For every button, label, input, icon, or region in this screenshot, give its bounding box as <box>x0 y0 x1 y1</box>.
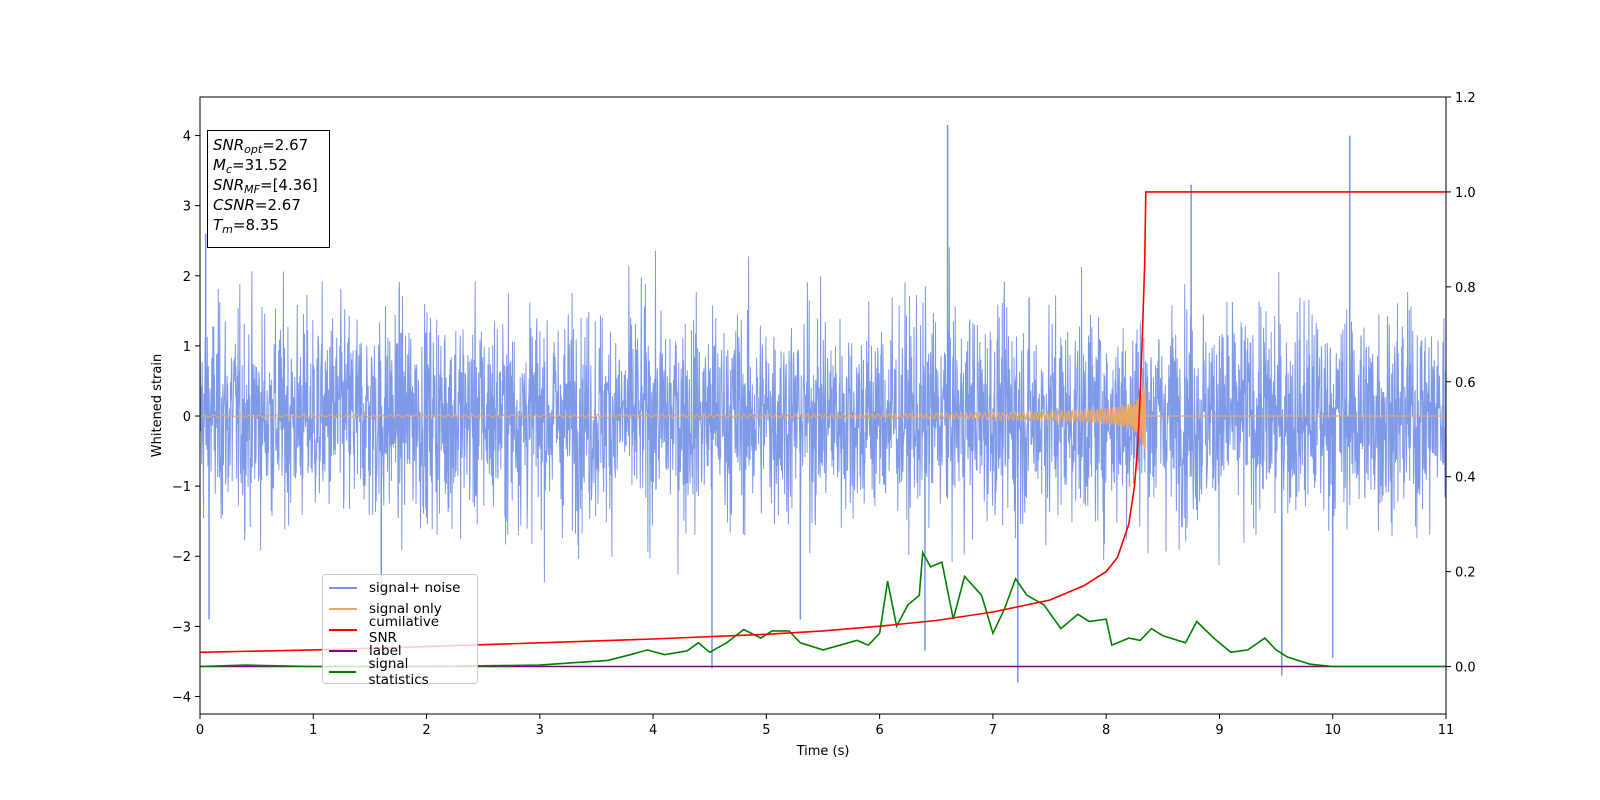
snr-opt-annotation: SNRopt=2.67 <box>213 135 324 155</box>
snr-opt-symbol: SNR <box>213 136 245 154</box>
y2-tick-label: 0.8 <box>1455 281 1476 296</box>
x-tick-label: 4 <box>649 723 657 738</box>
y2-tick-label: 0.2 <box>1455 566 1476 581</box>
x-tick-label: 2 <box>422 723 430 738</box>
mc-symbol: M <box>213 156 226 174</box>
signal-noise-series <box>199 125 1447 683</box>
mc-subscript: c <box>225 163 233 176</box>
y-tick-label: −1 <box>172 480 191 495</box>
tm-symbol: T <box>213 216 223 234</box>
y-axis-label: Whitened strain <box>150 354 165 457</box>
legend-label-signal-only: signal only <box>369 600 442 617</box>
x-tick-label: 8 <box>1102 723 1110 738</box>
y2-tick-label: 0.0 <box>1455 661 1476 676</box>
x-tick-label: 10 <box>1324 723 1341 738</box>
y-tick-label: 3 <box>183 200 191 215</box>
y2-tick-label: 0.4 <box>1455 471 1476 486</box>
legend-label-signal-noise: signal+ noise <box>369 579 461 596</box>
y2-tick-label: 1.2 <box>1455 91 1476 106</box>
csnr-annotation: CSNR=2.67 <box>213 195 324 215</box>
signal-only-line <box>199 384 1446 450</box>
snr-opt-value: =2.67 <box>262 136 309 154</box>
y-axis-ticks: −4 −3 −2 −1 0 1 2 3 4 <box>172 130 200 705</box>
legend-swatch-label <box>329 649 357 652</box>
legend-label-cumulative-snr: cumilative SNR <box>368 613 440 646</box>
snr-mf-symbol: SNR <box>213 176 245 194</box>
cumulative-snr-line <box>199 191 1446 654</box>
legend-swatch-cumulative-snr <box>329 628 357 631</box>
legend-label-label: label <box>369 642 402 659</box>
tm-value: =8.35 <box>232 216 279 234</box>
y2-tick-label: 0.6 <box>1455 376 1476 391</box>
legend-item-signal-statistics: signal statistics <box>329 656 471 688</box>
x-tick-label: 9 <box>1215 723 1223 738</box>
legend-item-label: label <box>329 640 471 661</box>
x-tick-label: 7 <box>989 723 997 738</box>
legend-item-signal-noise: signal+ noise <box>329 577 471 598</box>
x-tick-label: 1 <box>309 723 317 738</box>
snr-mf-value: =[4.36] <box>260 176 318 194</box>
y2-tick-label: 1.0 <box>1455 186 1476 201</box>
y2-axis-ticks: 0.0 0.2 0.4 0.6 0.8 1.0 1.2 <box>1446 91 1476 676</box>
csnr-symbol: CSNR <box>213 196 255 214</box>
snr-mf-subscript: MF <box>244 183 260 196</box>
legend-swatch-signal-statistics <box>329 670 357 673</box>
tm-subscript: m <box>222 223 233 236</box>
snr-mf-annotation: SNRMF=[4.36] <box>213 175 324 195</box>
y-tick-label: −4 <box>172 690 191 705</box>
csnr-value: =2.67 <box>254 196 301 214</box>
x-tick-label: 6 <box>875 723 883 738</box>
legend: signal+ noise signal only cumilative SNR… <box>322 574 478 688</box>
plot-frame <box>199 96 1447 715</box>
legend-swatch-signal-noise <box>329 586 357 589</box>
legend-item-cumulative-snr: cumilative SNR <box>329 614 471 646</box>
mc-annotation: Mc=31.52 <box>213 155 324 175</box>
x-tick-label: 3 <box>536 723 544 738</box>
y-tick-label: −3 <box>172 620 191 635</box>
snr-info-box: SNRopt=2.67 Mc=31.52 SNRMF=[4.36] CSNR=2… <box>207 130 330 248</box>
y-tick-label: 4 <box>183 130 191 145</box>
signal-only-series <box>199 384 1446 450</box>
y-tick-label: 1 <box>183 340 191 355</box>
legend-item-signal-only: signal only <box>329 598 471 619</box>
signal-statistics-line <box>199 549 1446 668</box>
snr-opt-subscript: opt <box>244 143 263 156</box>
legend-swatch-signal-only <box>329 607 357 610</box>
x-tick-label: 5 <box>762 723 770 738</box>
y-tick-label: −2 <box>172 550 191 565</box>
y-tick-label: 2 <box>183 270 191 285</box>
x-tick-label: 0 <box>196 723 204 738</box>
signal-noise-line <box>199 247 1447 583</box>
x-axis-ticks: 0 1 2 3 4 5 6 7 8 9 10 11 <box>196 714 1454 738</box>
legend-label-signal-statistics: signal statistics <box>368 655 429 688</box>
y-tick-label: 0 <box>183 410 191 425</box>
mc-value: =31.52 <box>232 156 288 174</box>
tm-annotation: Tm=8.35 <box>213 215 324 235</box>
x-axis-label: Time (s) <box>796 744 850 759</box>
x-tick-label: 11 <box>1438 723 1455 738</box>
